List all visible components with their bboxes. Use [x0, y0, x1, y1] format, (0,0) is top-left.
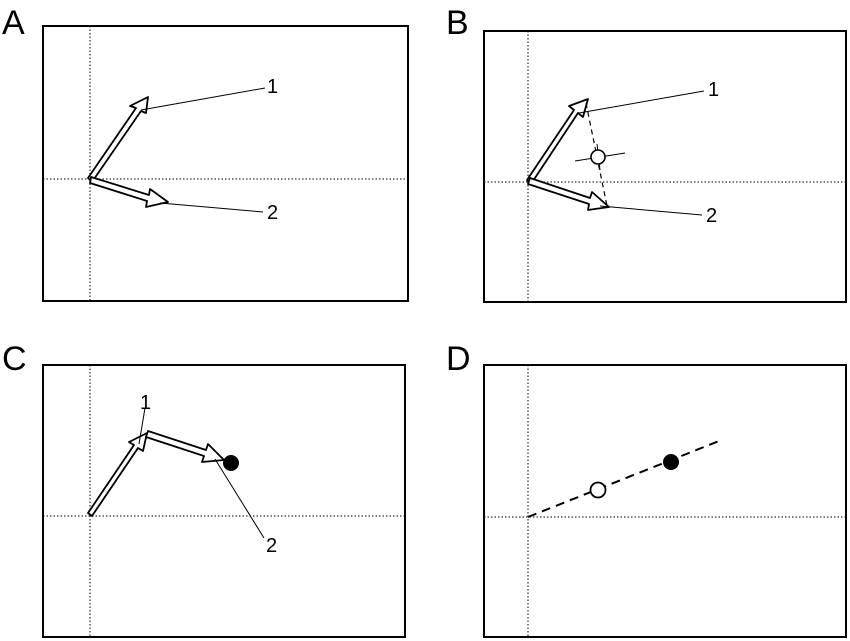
vector-2-arrow: [146, 431, 224, 462]
midpoint-crosshair-marker: [575, 144, 625, 170]
panel-letter-c: C: [2, 340, 27, 378]
panel-d: D: [446, 340, 846, 637]
panel-letter-b: B: [446, 4, 469, 42]
panel-letter-d: D: [446, 340, 471, 378]
regression-dashed-line: [528, 441, 719, 517]
callout-2-label: 2: [706, 205, 717, 227]
callout-1-label: 1: [140, 392, 151, 414]
panel-c: C 1 2: [2, 340, 405, 637]
resultant-endpoint-filled-dot: [223, 455, 239, 471]
callout-1-line: [579, 91, 704, 113]
panel-b: B 1 2: [446, 4, 846, 302]
callout-2-line: [215, 459, 264, 538]
callout-2-label: 2: [266, 535, 277, 557]
vector-1-arrow: [88, 97, 148, 182]
endpoint-filled-dot: [663, 454, 679, 470]
panel-d-frame: [484, 365, 846, 637]
vector-1-arrow: [527, 99, 588, 184]
vector-2-arrow: [90, 177, 168, 207]
callout-2-line: [600, 206, 702, 215]
vector-1-arrow: [88, 433, 147, 516]
callout-1-line: [141, 88, 265, 110]
callout-1-label: 1: [708, 79, 719, 101]
midpoint-open-circle: [591, 483, 606, 498]
panel-a: A 1 2: [2, 4, 408, 301]
callout-2-label: 2: [267, 202, 278, 224]
vector-2-arrow: [528, 178, 609, 210]
callout-2-line: [160, 203, 263, 212]
callout-1-label: 1: [267, 76, 278, 98]
panel-letter-a: A: [2, 4, 25, 42]
